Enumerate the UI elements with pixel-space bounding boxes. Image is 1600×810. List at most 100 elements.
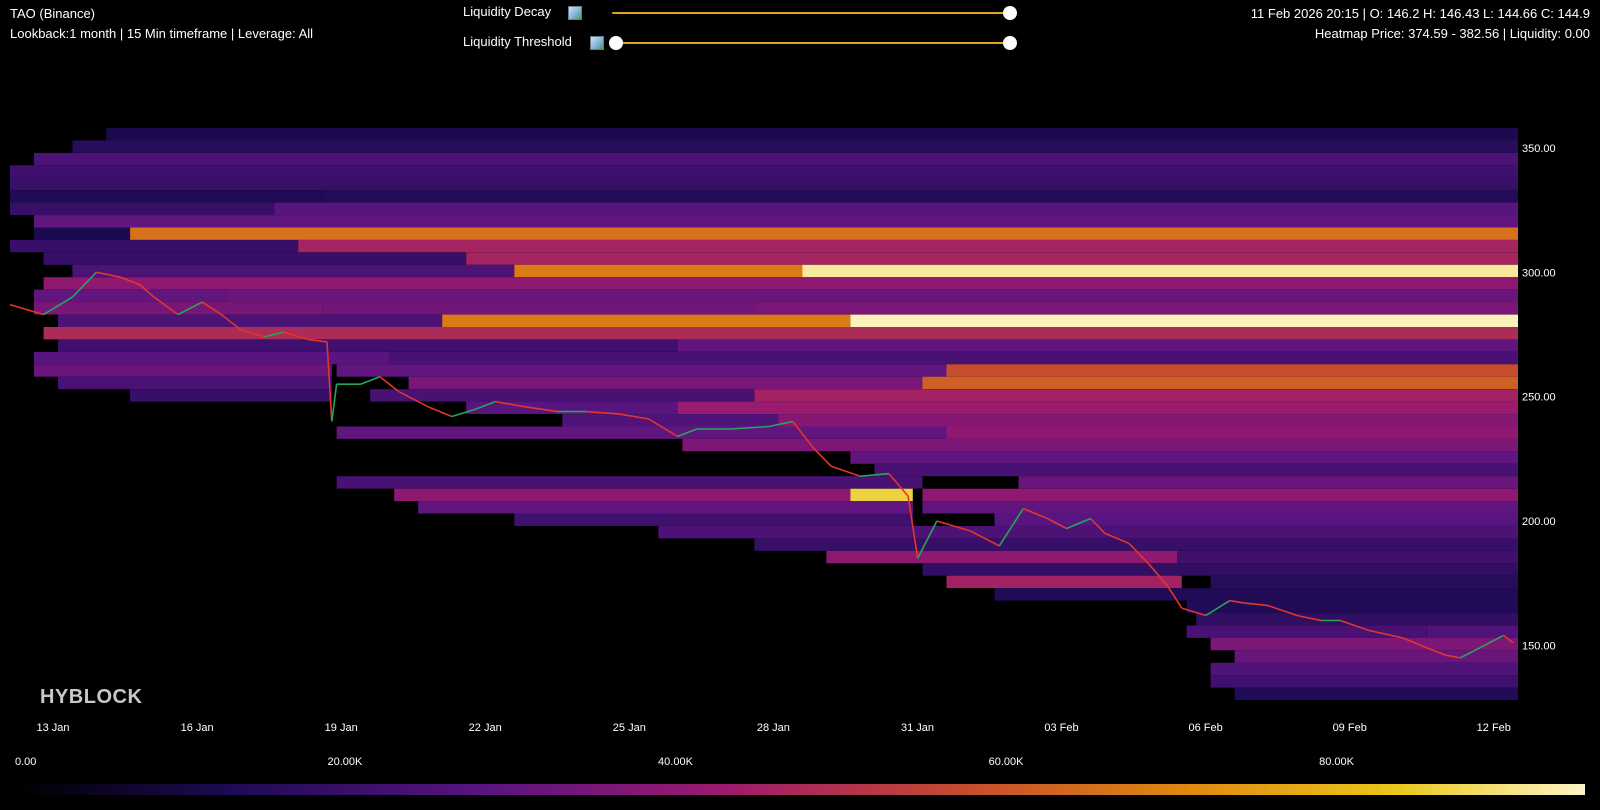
liquidity-band-segment [754,389,1518,402]
liquidity-band-segment [130,389,332,402]
liquidity-band-segment [43,327,1519,340]
price-segment [43,296,73,316]
liquidity-band-segment [514,264,803,278]
x-tick-label: 22 Jan [469,722,502,734]
price-segment [240,328,265,338]
price-segment [768,420,793,428]
liquidity-band-segment [466,401,678,414]
liquidity-threshold-max-knob[interactable] [1003,36,1017,50]
liquidity-band-segment [336,364,947,377]
chart-header-left: TAO (Binance) Lookback:1 month | 15 Min … [10,4,313,44]
liquidity-band-segment [754,538,1518,551]
colorbar-gradient [15,784,1585,795]
chart-header-right: 11 Feb 2026 20:15 | O: 146.2 H: 146.43 L… [1251,4,1590,44]
liquidity-band-segment [336,426,947,439]
liquidity-band-segment [10,165,1518,178]
price-segment [307,338,328,343]
price-segment [648,418,679,438]
liquidity-band-segment [1018,476,1518,489]
price-segment [1426,647,1447,657]
price-segment [1445,654,1461,659]
price-segment [398,390,429,408]
liquidity-band-segment [408,376,923,390]
liquidity-band-segment [850,488,913,502]
colorbar-tick-label: 20.00K [327,756,363,768]
price-segment [331,384,338,422]
price-segment [998,523,1015,547]
colorbar-tick-label: 60.00K [988,756,1024,768]
x-tick-label: 16 Jan [181,722,214,734]
liquidity-decay-knob[interactable] [1003,6,1017,20]
price-segment [1268,604,1298,617]
price-segment [1066,517,1091,530]
liquidity-band-segment [34,364,332,377]
price-segment [1229,599,1245,604]
liquidity-threshold-min-knob[interactable] [609,36,623,50]
price-segment [264,331,284,338]
liquidity-band-segment [322,302,755,315]
liquidity-band-segment [994,588,1518,601]
liquidity-band-segment [1234,650,1518,663]
liquidity-band-segment [754,302,1518,315]
liquidity-band-segment [370,389,755,402]
liquidity-band-segment [946,364,1518,377]
price-segment [1474,639,1495,652]
liquidity-band-segment [43,277,1519,290]
liquidity-decay-slider[interactable] [612,6,1017,20]
liquidity-band-segment [58,314,443,327]
colorbar-tick-label: 0.00 [15,756,37,768]
price-segment [907,495,919,559]
price-segment [427,405,453,418]
y-tick-label: 150.00 [1522,640,1556,652]
liquidity-band-segment [1186,600,1518,613]
broken-image-icon [568,6,582,20]
x-axis: 13 Jan 16 Jan 19 Jan 22 Jan 25 Jan 28 Jan 31 J… [36,722,1510,734]
price-segment [1090,517,1106,534]
price-segment [201,301,222,316]
liquidity-band-segment [946,575,1182,589]
price-segment [916,520,938,559]
liquidity-band-segment [58,376,332,390]
x-tick-label: 25 Jan [613,722,646,734]
price-segment [1244,602,1269,607]
liquidity-band-segment [1234,687,1518,701]
liquidity-band-segment [1210,662,1518,676]
x-tick-label: 31 Jan [901,722,934,734]
price-segment [677,428,698,438]
liquidity-band-segment [274,202,1519,215]
price-series [9,271,1514,659]
liquidity-band-segment [946,426,1518,439]
liquidity-band-segment [418,501,913,514]
price-segment [283,331,309,341]
x-tick-label: 28 Jan [757,722,790,734]
settings-summary: Lookback:1 month | 15 Min timeframe | Le… [10,26,314,41]
heatmap-readout: Heatmap Price: 374.59 - 382.56 | Liquidi… [1314,26,1590,41]
liquidity-band-segment [922,488,1518,502]
liquidity-band-segment [562,414,779,427]
x-tick-label: 12 Feb [1477,722,1511,734]
liquidity-band-segment [298,239,1519,253]
price-segment [71,271,97,298]
price-segment [96,271,121,278]
liquidity-band-segment [34,302,323,315]
price-segment [792,421,813,447]
liquidity-band-segment [1210,575,1518,589]
x-tick-label: 06 Feb [1188,722,1222,734]
x-tick-label: 03 Feb [1044,722,1078,734]
liquidity-band-segment [10,239,299,253]
liquidity-band-segment [336,476,923,489]
price-segment [1047,517,1067,530]
liquidity-band-segment [850,451,1518,464]
liquidity-threshold-slider[interactable] [609,36,1017,50]
liquidity-band-segment [802,264,1518,278]
symbol-title: TAO (Binance) [10,6,96,21]
liquidity-band-segment [106,128,1519,141]
price-segment [475,400,496,410]
liquidity-band-segment [130,227,1519,240]
liquidity-band-segment [1186,625,1427,638]
price-segment [619,413,649,420]
liquidity-band-segment [226,289,1519,303]
price-segment [1181,607,1207,617]
liquidity-band-segment [677,401,1518,414]
